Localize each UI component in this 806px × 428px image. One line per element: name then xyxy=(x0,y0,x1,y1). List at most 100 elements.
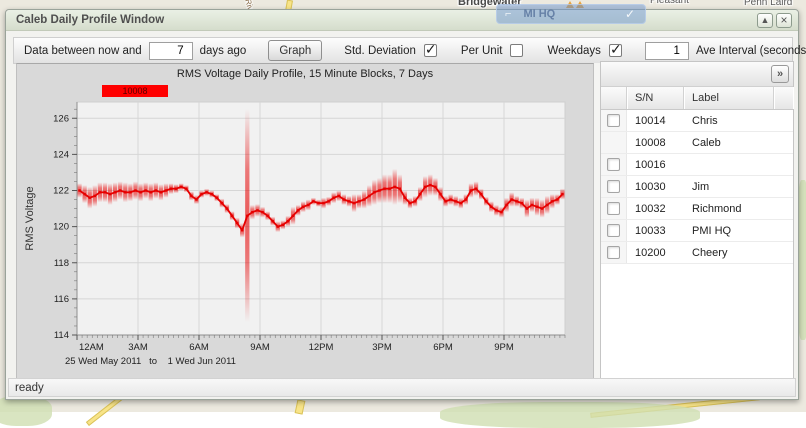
row-label: Jim xyxy=(692,180,710,193)
row-checkbox-cell xyxy=(601,132,627,153)
ave-interval-label: Ave Interval (seconds) xyxy=(695,44,806,57)
weekdays-checkbox[interactable]: ✓ xyxy=(608,41,622,57)
voltage-chart[interactable]: 12AM 3AM 6AM 9AM 12PM 3PM 6PM 9PM 126 124 122 120 11… xyxy=(17,64,593,378)
grid-header-filler xyxy=(774,87,793,109)
map-greenery xyxy=(0,396,52,426)
row-checkbox-cell xyxy=(601,110,627,131)
row-checkbox-cell xyxy=(601,242,627,263)
table-row[interactable]: 10008 Caleb xyxy=(601,132,793,154)
row-sn: 10200 xyxy=(635,246,666,259)
svg-text:6AM: 6AM xyxy=(189,342,209,353)
map-greenery xyxy=(440,402,700,428)
svg-text:9AM: 9AM xyxy=(250,342,270,353)
row-checkbox-cell xyxy=(601,198,627,219)
window-title: Caleb Daily Profile Window xyxy=(16,14,165,26)
map-label-bridgewater: Bridgewater xyxy=(458,0,522,8)
row-checkbox-cell xyxy=(601,220,627,241)
row-checkbox[interactable] xyxy=(607,202,620,215)
per-unit-label: Per Unit xyxy=(460,44,503,57)
days-ago-label: days ago xyxy=(199,44,247,57)
collapse-button[interactable]: ▲ xyxy=(757,12,773,28)
svg-text:3PM: 3PM xyxy=(372,342,392,353)
per-unit-checkbox[interactable] xyxy=(510,44,524,57)
overlay-corner-icon: ⌐ xyxy=(505,8,512,20)
svg-text:12AM: 12AM xyxy=(79,342,104,353)
std-deviation-checkbox[interactable]: ✓ xyxy=(423,41,437,57)
svg-text:126: 126 xyxy=(53,113,69,124)
table-row[interactable]: 10014 Chris xyxy=(601,110,793,132)
svg-text:124: 124 xyxy=(53,149,69,160)
svg-text:6PM: 6PM xyxy=(433,342,453,353)
check-icon: ✓ xyxy=(609,41,622,57)
svg-text:114: 114 xyxy=(54,330,69,341)
data-between-label: Data between now and xyxy=(24,44,142,57)
query-toolbar: Data between now and days ago Graph Std.… xyxy=(13,37,806,64)
grid-header-sn[interactable]: S/N xyxy=(627,87,684,109)
svg-text:116: 116 xyxy=(54,294,69,305)
row-label xyxy=(684,154,793,175)
row-sn: 10032 xyxy=(635,202,666,215)
row-sn: 10008 xyxy=(635,136,666,149)
panel-splitter[interactable] xyxy=(594,63,600,379)
days-ago-input[interactable] xyxy=(148,41,193,60)
grid-header-label[interactable]: Label xyxy=(684,87,774,109)
legend-series-label: 10008 xyxy=(122,86,148,96)
close-button[interactable]: × xyxy=(776,12,792,28)
meter-list-panel: » S/N Label 10014 Chris 10008 Caleb 10016 100… xyxy=(600,61,794,379)
svg-text:3AM: 3AM xyxy=(128,342,148,353)
row-checkbox-cell xyxy=(601,154,627,175)
row-label: Chris xyxy=(692,114,718,127)
status-bar: ready xyxy=(8,378,796,397)
std-deviation-label: Std. Deviation xyxy=(344,44,416,57)
ave-interval-input[interactable] xyxy=(644,41,689,60)
chart-legend[interactable]: 10008 xyxy=(102,85,168,97)
status-text: ready xyxy=(15,381,44,394)
overlay-label: MI HQ xyxy=(523,8,556,20)
table-row[interactable]: 10033 PMI HQ xyxy=(601,220,793,242)
map-label-pleasant: Pleasant xyxy=(650,0,689,6)
y-axis-label: RMS Voltage xyxy=(24,186,36,250)
row-label: PMI HQ xyxy=(692,224,732,237)
row-label: Cheery xyxy=(692,246,728,259)
window-buttons: ▲ × xyxy=(757,12,792,28)
profile-window: Caleb Daily Profile Window ▲ × Data betw… xyxy=(5,9,806,400)
row-checkbox[interactable] xyxy=(607,180,620,193)
expand-panel-button[interactable]: » xyxy=(771,65,789,83)
row-checkbox-cell xyxy=(601,176,627,197)
row-label: Caleb xyxy=(692,136,721,149)
row-label: Richmond xyxy=(692,202,742,215)
meter-grid-rows: 10014 Chris 10008 Caleb 10016 10030 Jim 10032 Ri… xyxy=(601,110,793,378)
overlay-check-icon: ✓ xyxy=(624,7,635,21)
chart-panel: RMS Voltage Daily Profile, 15 Minute Blo… xyxy=(16,63,594,379)
chart-title: RMS Voltage Daily Profile, 15 Minute Blo… xyxy=(176,68,434,80)
check-icon: ✓ xyxy=(424,41,437,57)
row-sn: 10014 xyxy=(635,114,666,127)
table-row[interactable]: 10016 xyxy=(601,154,793,176)
graph-button[interactable]: Graph xyxy=(268,40,323,61)
row-sn: 10033 xyxy=(635,224,666,237)
window-titlebar[interactable]: Caleb Daily Profile Window ▲ × xyxy=(6,10,798,31)
meter-list-toolbar: » xyxy=(601,62,793,87)
map-road xyxy=(294,399,306,415)
grid-header-checkbox-col[interactable] xyxy=(601,87,627,109)
table-row[interactable]: 10030 Jim xyxy=(601,176,793,198)
map-label-penn-laird: Penn Laird xyxy=(744,0,793,8)
map-greenery xyxy=(796,180,806,340)
row-checkbox[interactable] xyxy=(607,246,620,259)
row-checkbox[interactable] xyxy=(607,224,620,237)
table-row[interactable]: 10200 Cheery xyxy=(601,242,793,264)
svg-text:120: 120 xyxy=(53,222,69,233)
svg-text:9PM: 9PM xyxy=(494,342,514,353)
grid-header: S/N Label xyxy=(601,87,793,110)
svg-text:118: 118 xyxy=(54,258,69,269)
chart-date-range: 25 Wed May 2011 to 1 Wed Jun 2011 xyxy=(65,356,236,367)
row-checkbox[interactable] xyxy=(607,114,620,127)
row-checkbox[interactable] xyxy=(607,158,620,171)
svg-text:12PM: 12PM xyxy=(309,342,334,353)
table-row[interactable]: 10032 Richmond xyxy=(601,198,793,220)
row-sn: 10030 xyxy=(635,180,666,193)
svg-text:122: 122 xyxy=(53,186,69,197)
row-sn: 10016 xyxy=(635,158,666,171)
map-marker-overlay[interactable]: ⌐ MI HQ ✓ xyxy=(496,4,646,24)
weekdays-label: Weekdays xyxy=(547,44,601,57)
